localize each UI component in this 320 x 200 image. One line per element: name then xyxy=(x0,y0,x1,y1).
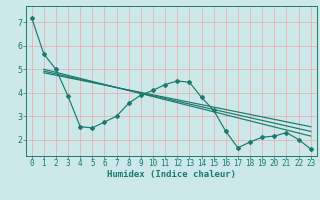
X-axis label: Humidex (Indice chaleur): Humidex (Indice chaleur) xyxy=(107,170,236,179)
